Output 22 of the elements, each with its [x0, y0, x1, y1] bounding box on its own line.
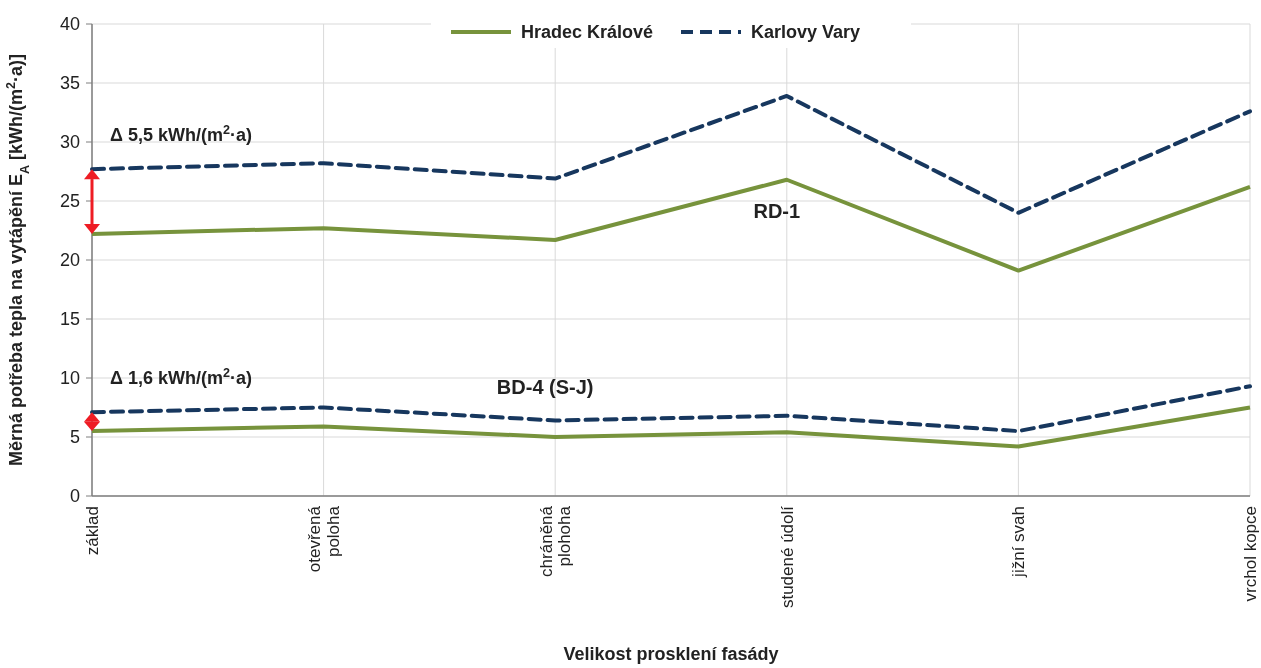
- x-axis-title: Velikost prosklení fasády: [563, 644, 779, 664]
- y-tick-label: 35: [59, 73, 80, 94]
- legend-label: Karlovy Vary: [751, 22, 861, 43]
- x-tick-label: otevřená poloha: [305, 505, 343, 573]
- x-tick-label: chráněná plohoha: [536, 505, 575, 577]
- y-tick-label: 40: [59, 14, 80, 35]
- annotation: Δ 1,6 kWh/(m$^{2}$·a): [110, 366, 252, 389]
- annotation: BD-4 (S-J): [496, 376, 594, 399]
- y-tick-label: 10: [59, 368, 80, 389]
- annotation: Δ 5,5 kWh/(m$^{2}$·a): [110, 123, 252, 146]
- y-tick-label: 20: [59, 250, 80, 271]
- annotation: RD-1: [753, 199, 801, 222]
- x-tick-label: vrchol kopce: [1240, 506, 1260, 602]
- legend-label: Hradec Králové: [521, 22, 654, 43]
- y-tick-label: 0: [69, 486, 80, 507]
- y-tick-label: 25: [59, 191, 80, 212]
- x-tick-label: studené údolí: [777, 505, 797, 609]
- y-tick-label: 15: [59, 309, 80, 330]
- y-tick-label: 30: [59, 132, 80, 153]
- y-tick-label: 5: [69, 427, 80, 448]
- x-tick-label: základ: [82, 506, 102, 556]
- x-tick-label: jižní svah: [1009, 506, 1029, 578]
